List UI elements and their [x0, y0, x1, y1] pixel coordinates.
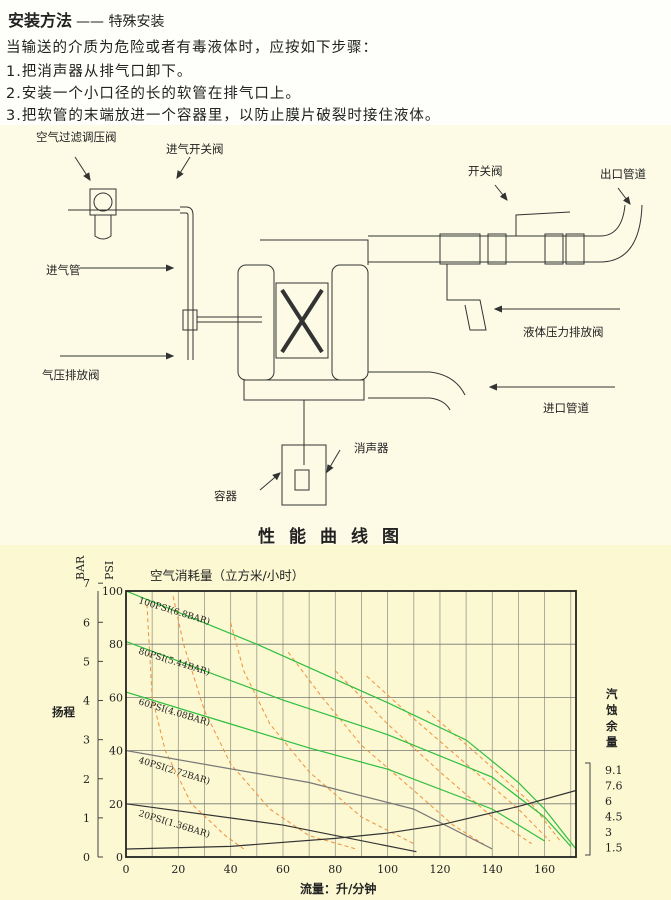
- label-air-inlet-pipe: 进气管: [46, 263, 81, 277]
- x-tick-label: 100: [377, 863, 398, 876]
- npsh-tick-label: 1.5: [605, 842, 623, 855]
- bar-tick-label: 3: [83, 734, 90, 747]
- psi-tick-label: 40: [109, 745, 123, 758]
- air-consumption-curve: [426, 710, 561, 842]
- installation-diagram: [60, 156, 643, 506]
- label-outlet-pipe: 出口管道: [600, 167, 646, 181]
- air-consumption-curve: [172, 596, 357, 850]
- psi-tick-label: 100: [102, 585, 123, 598]
- container: [281, 444, 327, 506]
- bar-unit-label: BAR: [74, 555, 87, 580]
- label-inlet-pipe: 进口管道: [543, 401, 589, 415]
- x-tick-label: 40: [224, 863, 238, 876]
- air-consumption-curve: [366, 675, 551, 842]
- psi-tick-label: 80: [109, 638, 123, 651]
- npsh-tick-label: 4.5: [605, 811, 623, 824]
- bar-tick-label: 2: [83, 773, 90, 786]
- bar-tick-label: 6: [83, 616, 90, 629]
- psi-unit-label: PSI: [103, 561, 116, 580]
- x-tick-label: 120: [429, 863, 450, 876]
- series-line: [125, 691, 545, 842]
- chart-subtitle: 空气消耗量（立方米/小时）: [150, 568, 304, 583]
- x-tick-label: 160: [534, 863, 555, 876]
- step-2: 2.安装一个小口径的长的软管在排气口上。: [6, 86, 301, 102]
- series-line: [125, 590, 577, 850]
- plot-frame: [125, 590, 577, 858]
- label-switch-valve: 开关阀: [468, 164, 503, 178]
- bar-tick-label: 0: [83, 851, 90, 864]
- npsh-tick-label: 3: [605, 826, 612, 839]
- pump-body: [237, 264, 369, 401]
- series-line: [125, 750, 493, 850]
- psi-tick-label: 60: [109, 691, 123, 704]
- bar-tick-label: 7: [83, 577, 90, 590]
- npsh-tick-label: 7.6: [605, 780, 623, 793]
- label-air-filter-regulator: 空气过滤调压阀: [36, 130, 117, 144]
- air-filter-regulator: [68, 188, 180, 240]
- switch-valve: [515, 211, 571, 236]
- air-consumption-curve: [146, 604, 245, 850]
- section-title: 安装方法 —— 特殊安装: [8, 11, 165, 30]
- liquid-relief-valve: [446, 264, 487, 331]
- performance-chart: 100PSI(6.8BAR)80PSI(5.44BAR)60PSI(4.08BA…: [0, 545, 671, 900]
- y2-axis-label: 汽蚀余量: [606, 687, 618, 749]
- air-consumption-curve: [334, 670, 532, 845]
- series-line: [125, 789, 577, 850]
- intro-text: 当输送的介质为危险或者有毒液体时，应按如下步骤：: [6, 40, 378, 56]
- series-line: [125, 640, 572, 847]
- x-axis-label: 流量：升/分钟: [300, 881, 376, 896]
- label-air-inlet-valve: 进气开关阀: [166, 142, 224, 156]
- step-3: 3.把软管的末端放进一个容器里，以防止膜片破裂时接住液体。: [6, 108, 441, 124]
- outlet-pipe: [260, 204, 643, 265]
- x-tick-label: 0: [123, 863, 130, 876]
- air-consumption-curve: [287, 651, 488, 847]
- x-tick-label: 140: [482, 863, 503, 876]
- y-axis-label: 扬程: [52, 705, 75, 719]
- bar-tick-label: 4: [83, 695, 90, 708]
- x-tick-label: 80: [328, 863, 342, 876]
- label-container: 容器: [214, 489, 237, 503]
- label-liquid-pressure-relief: 液体压力排放阀: [523, 325, 604, 339]
- air-inlet-pipe: [180, 206, 194, 360]
- series-line: [125, 803, 417, 853]
- npsh-axis: [585, 762, 591, 856]
- label-air-pressure-relief: 气压排放阀: [42, 368, 100, 382]
- psi-tick-label: 20: [109, 798, 123, 811]
- bar-tick-label: 1: [83, 812, 90, 825]
- instructions: 安装方法 —— 特殊安装 当输送的介质为危险或者有毒液体时，应按如下步骤： 1.把…: [0, 0, 671, 125]
- step-1: 1.把消声器从排气口卸下。: [6, 64, 193, 80]
- label-muffler: 消声器: [354, 441, 389, 455]
- npsh-tick-label: 6: [605, 795, 612, 808]
- chart-title: 性能曲线图: [258, 527, 413, 547]
- x-tick-label: 20: [171, 863, 185, 876]
- bar-tick-label: 5: [83, 655, 90, 668]
- inlet-pipe: [368, 371, 466, 411]
- psi-tick-label: 0: [116, 851, 123, 864]
- x-tick-label: 60: [276, 863, 290, 876]
- npsh-tick-label: 9.1: [605, 764, 623, 777]
